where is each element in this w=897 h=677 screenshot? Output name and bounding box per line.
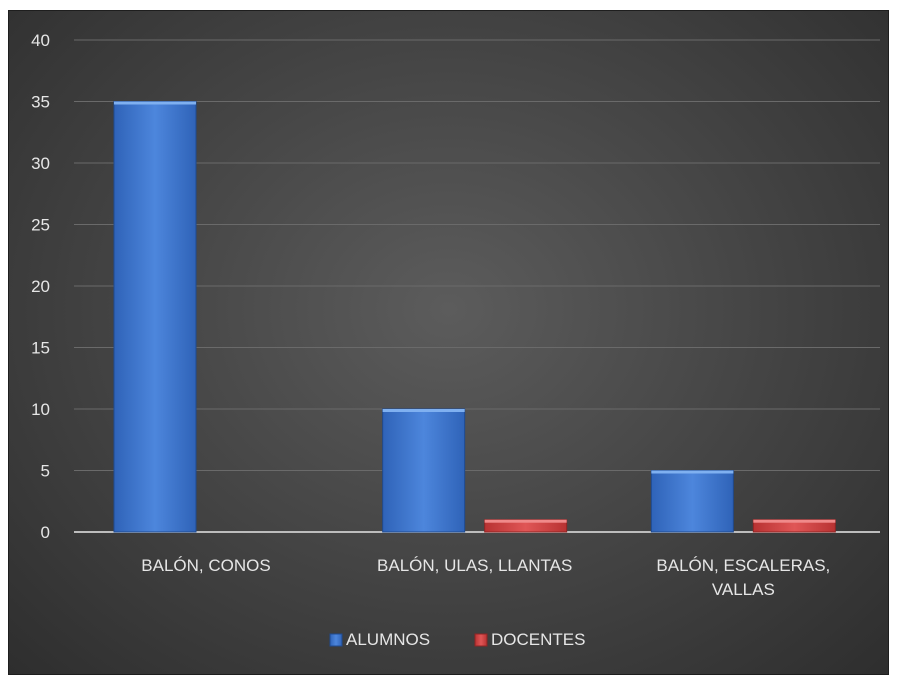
y-tick-label: 35 [31,93,50,112]
y-tick-label: 25 [31,216,50,235]
bar-top-highlight [753,519,836,523]
bar-top-highlight [484,519,567,523]
category-label: BALÓN, ESCALERAS, [656,556,830,575]
legend-label-docentes: DOCENTES [491,630,585,649]
legend-label-alumnos: ALUMNOS [346,630,430,649]
category-label: BALÓN, CONOS [141,556,270,575]
y-tick-label: 20 [31,277,50,296]
bar-top-highlight [114,101,196,105]
y-tick-label: 0 [41,523,50,542]
y-tick-label: 30 [31,154,50,173]
y-tick-label: 15 [31,339,50,358]
bar-alumnos-2 [650,470,734,533]
category-label: BALÓN, ULAS, LLANTAS [377,556,572,575]
y-tick-label: 5 [41,462,50,481]
category-label: VALLAS [712,580,775,599]
bar-alumnos-0 [113,101,197,533]
bar-alumnos-1 [382,408,466,533]
bar-top-highlight [651,470,734,474]
bar-top-highlight [382,409,465,412]
y-tick-label: 10 [31,400,50,419]
legend-swatch-docentes [474,633,488,647]
legend-swatch-alumnos [329,633,343,647]
y-tick-label: 40 [31,31,50,50]
